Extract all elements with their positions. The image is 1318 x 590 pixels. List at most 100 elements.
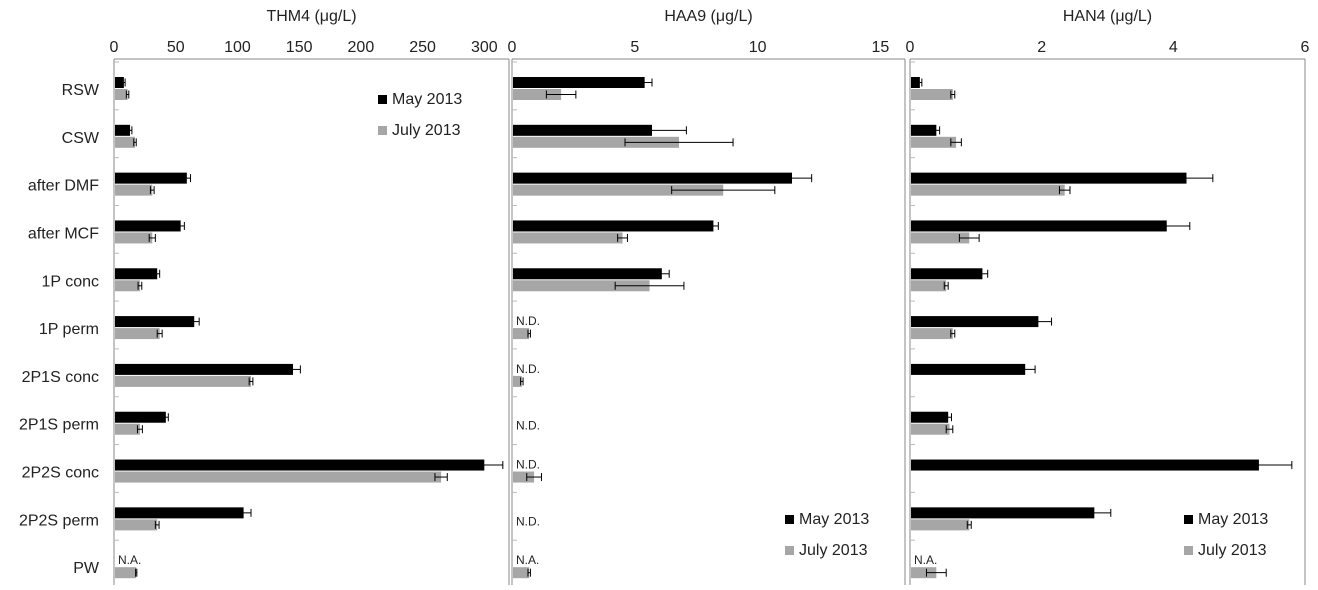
panel-3-bar-may-2013-2p2s-conc — [911, 459, 1259, 471]
panel-2-x-tick-label-15: 15 — [872, 39, 890, 56]
panel-2-point-label-2p2s-conc: N.D. — [516, 458, 540, 472]
panel-3-bar-july-2013-csw — [911, 136, 957, 148]
panel-1-bar-july-2013-2p2s-conc — [115, 471, 442, 483]
panel-2-bar-may-2013-after-dmf — [513, 172, 793, 184]
panel-2-bar-july-2013-1p-conc — [513, 280, 650, 292]
panel-3-bar-may-2013-csw — [911, 124, 937, 136]
panel-3-x-tick-label-2: 2 — [1037, 39, 1046, 56]
panel-3-bar-july-2013-pw — [911, 567, 937, 579]
panel-2-point-label-2p1s-perm: N.D. — [516, 419, 540, 433]
panel-1-bar-july-2013-pw — [115, 567, 137, 579]
panel-2-bar-may-2013-csw — [513, 124, 653, 136]
panel-2-x-tick-label-0: 0 — [508, 39, 517, 56]
panel-3-x-tick-label-6: 6 — [1301, 39, 1310, 56]
panel-1-bar-may-2013-1p-conc — [115, 268, 158, 280]
panel-2-point-label-1p-perm: N.D. — [516, 314, 540, 328]
panel-1-bar-may-2013-2p1s-conc — [115, 363, 293, 375]
panel-1-bar-july-2013-2p2s-perm — [115, 519, 158, 531]
panel-3-x-tick-label-0: 0 — [906, 39, 915, 56]
panel-3-bar-july-2013-2p1s-perm — [911, 423, 950, 435]
panel-2-point-label-pw: N.A. — [516, 553, 539, 567]
panel-3-legend-label-july-2013: July 2013 — [1198, 542, 1267, 559]
panel-1-legend-swatch-may-2013 — [378, 95, 387, 104]
panel-2-bar-may-2013-1p-conc — [513, 268, 662, 280]
panel-3-bar-may-2013-2p1s-perm — [911, 411, 949, 423]
panel-1-bar-july-2013-rsw — [115, 89, 128, 100]
panel-1-bar-may-2013-csw — [115, 124, 131, 136]
panel-1-bar-may-2013-1p-perm — [115, 316, 195, 328]
panel-1-bar-july-2013-2p1s-perm — [115, 423, 140, 435]
panel-1-legend-swatch-july-2013 — [378, 126, 387, 135]
panel-2-bar-july-2013-pw — [513, 567, 530, 579]
panel-1-bar-may-2013-after-mcf — [115, 220, 181, 232]
panel-2-chart-title: HAA9 (μg/L) — [664, 8, 752, 25]
category-label-2p1s-conc: 2P1S conc — [22, 369, 99, 386]
panel-3-chart-title: HAN4 (μg/L) — [1063, 8, 1152, 25]
panel-2-bar-july-2013-after-dmf — [513, 184, 724, 196]
panel-3-bar-july-2013-2p2s-perm — [911, 519, 970, 531]
panel-2-point-label-2p1s-conc: N.D. — [516, 362, 540, 376]
panel-2-legend-label-july-2013: July 2013 — [799, 542, 868, 559]
panel-2-x-tick-label-5: 5 — [630, 39, 639, 56]
panel-2-legend-swatch-may-2013 — [785, 515, 794, 524]
panel-1-bar-may-2013-rsw — [115, 77, 124, 88]
panel-1-point-label-pw: N.A. — [118, 553, 141, 567]
panel-3-bar-may-2013-1p-conc — [911, 268, 983, 280]
panel-1-chart-title: THM4 (μg/L) — [266, 8, 356, 25]
panel-3-point-label-pw: N.A. — [914, 553, 937, 567]
panel-1-x-tick-label-300: 300 — [471, 39, 498, 56]
panel-1-bar-july-2013-2p1s-conc — [115, 375, 252, 387]
panel-1-bar-july-2013-after-mcf — [115, 232, 153, 244]
panel-2-legend-swatch-july-2013 — [785, 546, 794, 555]
panel-2-bar-may-2013-after-mcf — [513, 220, 714, 232]
panel-1-bar-may-2013-2p2s-perm — [115, 507, 244, 519]
panel-2-bar-july-2013-2p2s-conc — [513, 471, 535, 483]
panel-3-legend-swatch-july-2013 — [1184, 546, 1193, 555]
panel-2-bar-july-2013-csw — [513, 136, 680, 148]
panel-2-legend-label-may-2013: May 2013 — [799, 511, 869, 528]
panel-1-legend-label-may-2013: May 2013 — [392, 91, 462, 108]
panel-3-bar-july-2013-1p-conc — [911, 280, 947, 292]
panel-3-bar-may-2013-after-mcf — [911, 220, 1167, 232]
panel-3-bar-may-2013-2p1s-conc — [911, 363, 1026, 375]
panel-2-point-label-2p2s-perm: N.D. — [516, 514, 540, 528]
panel-1-bar-july-2013-after-dmf — [115, 184, 153, 196]
panel-1-legend-label-july-2013: July 2013 — [392, 122, 461, 139]
category-label-after-mcf: after MCF — [28, 225, 99, 242]
panel-3-x-tick-label-4: 4 — [1169, 39, 1178, 56]
panel-2-bar-july-2013-rsw — [513, 89, 562, 100]
panel-1-x-tick-label-50: 50 — [167, 39, 185, 56]
panel-2-bar-july-2013-2p1s-conc — [513, 375, 522, 387]
category-label-pw: PW — [73, 560, 100, 577]
panel-2-bar-july-2013-after-mcf — [513, 232, 623, 244]
panel-3-bar-july-2013-after-dmf — [911, 184, 1065, 196]
panel-2-bar-july-2013-1p-perm — [513, 328, 530, 340]
panel-3-bar-may-2013-1p-perm — [911, 316, 1039, 328]
category-label-after-dmf: after DMF — [28, 178, 99, 195]
panel-3-legend-swatch-may-2013 — [1184, 515, 1193, 524]
panel-1-x-tick-label-100: 100 — [224, 39, 251, 56]
panel-1-x-tick-label-200: 200 — [348, 39, 375, 56]
panel-3-bar-july-2013-after-mcf — [911, 232, 970, 244]
panel-3-legend-label-may-2013: May 2013 — [1198, 511, 1268, 528]
category-label-rsw: RSW — [62, 82, 100, 99]
panel-3-bar-may-2013-after-dmf — [911, 172, 1187, 184]
category-label-2p2s-perm: 2P2S perm — [19, 512, 99, 529]
panel-1-x-tick-label-0: 0 — [110, 39, 119, 56]
panel-3-bar-may-2013-2p2s-perm — [911, 507, 1095, 519]
panel-1-bar-may-2013-2p2s-conc — [115, 459, 485, 471]
panel-1-bar-may-2013-after-dmf — [115, 172, 187, 184]
category-label-1p-conc: 1P conc — [41, 273, 99, 290]
category-label-1p-perm: 1P perm — [39, 321, 99, 338]
category-label-2p1s-perm: 2P1S perm — [19, 417, 99, 434]
panel-1-x-tick-label-250: 250 — [409, 39, 436, 56]
panel-1-bar-july-2013-csw — [115, 136, 135, 148]
panel-3-bar-july-2013-rsw — [911, 89, 953, 100]
category-label-csw: CSW — [62, 130, 100, 147]
panel-1-bar-may-2013-2p1s-perm — [115, 411, 166, 423]
panel-2-x-tick-label-10: 10 — [749, 39, 767, 56]
category-label-2p2s-conc: 2P2S conc — [22, 465, 99, 482]
panel-3-bar-july-2013-1p-perm — [911, 328, 953, 340]
